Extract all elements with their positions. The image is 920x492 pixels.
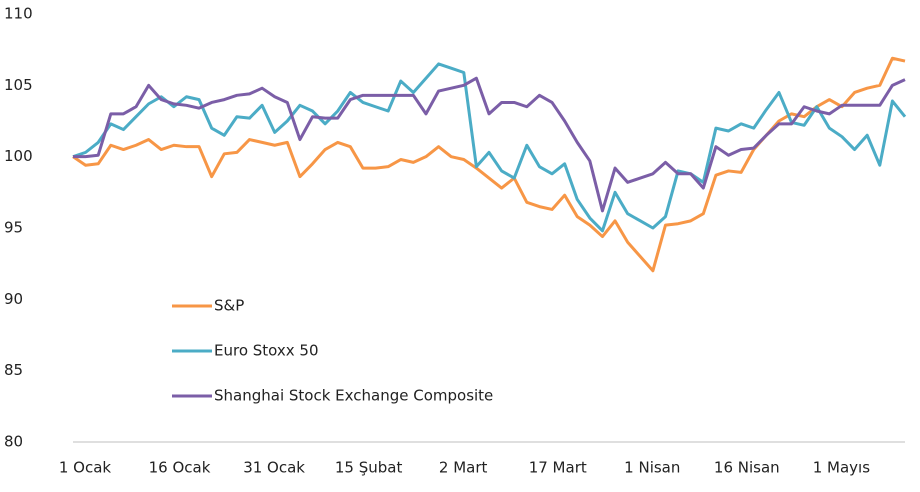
y-tick-label: 100 — [4, 147, 33, 165]
x-tick-label: 2 Mart — [439, 459, 488, 477]
x-tick-label: 31 Ocak — [243, 459, 305, 477]
x-tick-label: 15 Şubat — [335, 459, 403, 477]
x-tick-label: 1 Ocak — [59, 459, 112, 477]
y-tick-label: 110 — [4, 5, 33, 23]
series-line — [73, 76, 906, 213]
legend-label: Euro Stoxx 50 — [214, 342, 319, 360]
series-line — [72, 56, 906, 273]
y-tick-label: 90 — [4, 290, 23, 308]
y-tick-label: 80 — [4, 433, 23, 451]
x-tick-label: 16 Ocak — [149, 459, 211, 477]
x-tick-label: 17 Mart — [529, 459, 587, 477]
y-tick-label: 95 — [4, 219, 23, 237]
x-tick-label: 16 Nisan — [714, 459, 780, 477]
series-line — [72, 62, 907, 233]
x-tick-label: 1 Mayıs — [813, 459, 870, 477]
legend-label: S&P — [214, 297, 244, 315]
y-tick-label: 85 — [4, 361, 23, 379]
legend-label: Shanghai Stock Exchange Composite — [214, 387, 493, 405]
y-tick-label: 105 — [4, 76, 33, 94]
x-tick-label: 1 Nisan — [624, 459, 680, 477]
